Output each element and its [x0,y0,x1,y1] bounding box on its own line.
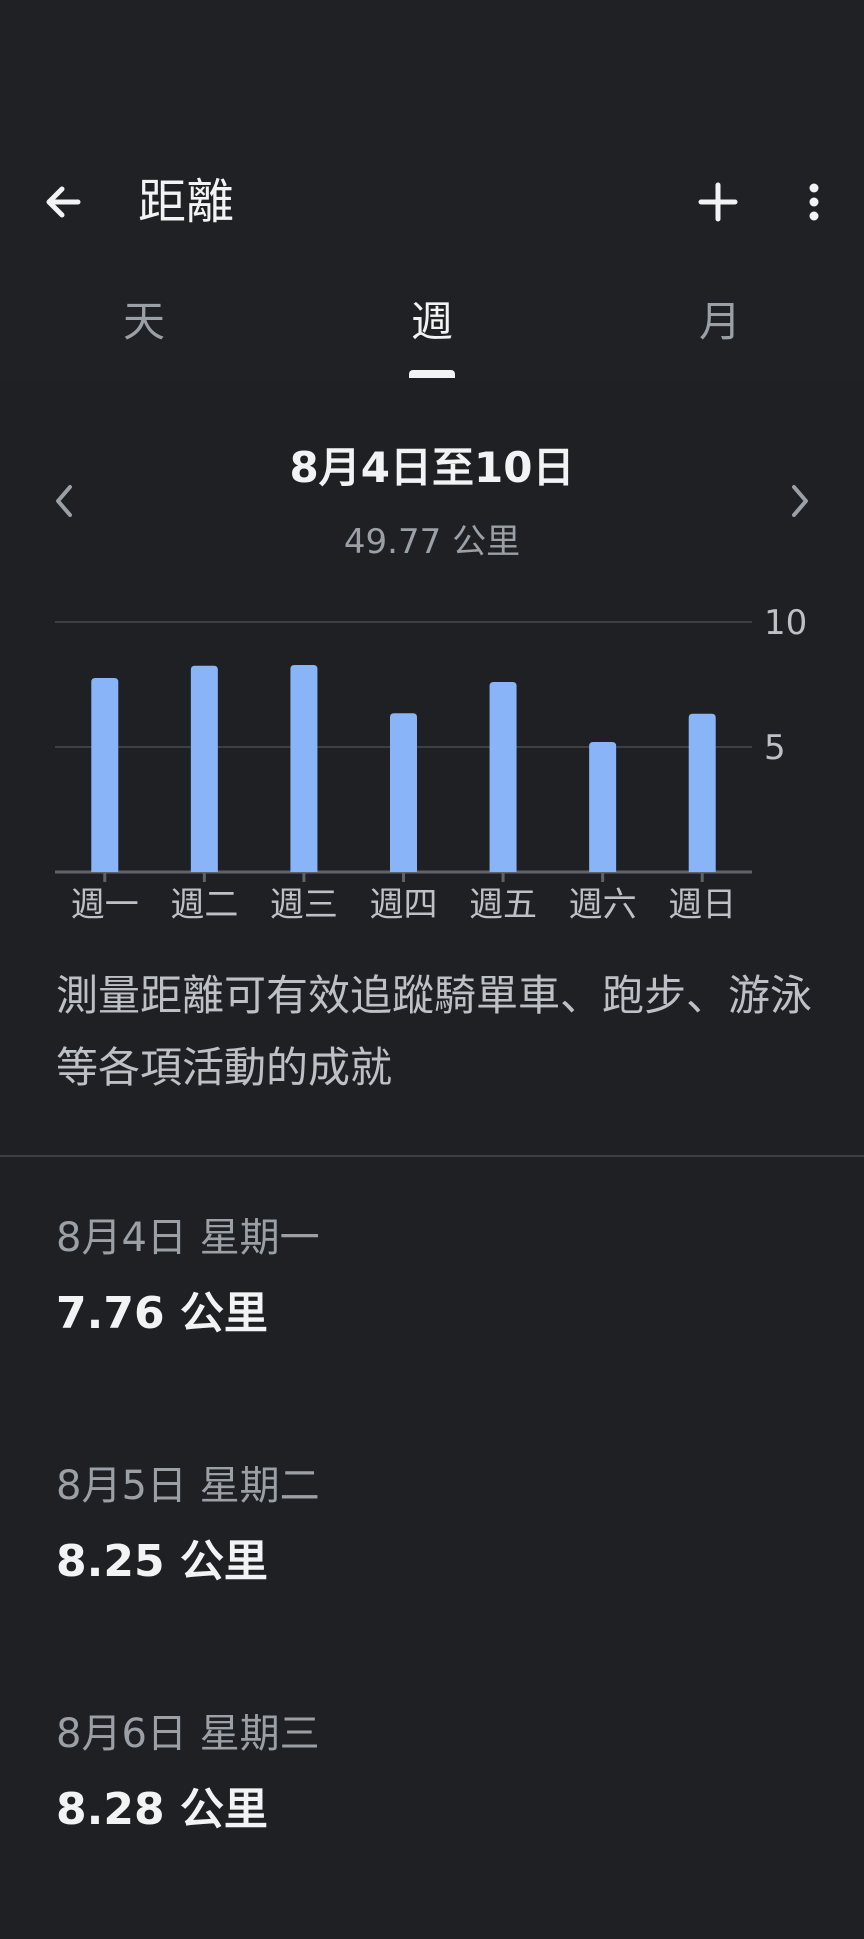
arrow-left-icon [46,186,81,218]
entry-distance: 8.28 公里 [56,1784,268,1830]
plus-icon [698,182,738,222]
chart-x-tick-label: 週一 [71,885,139,925]
daily-entries-list: 8月4日 星期一 7.76 公里 8月5日 星期二 8.25 公里 8月6日 星… [56,1190,816,1830]
more-vertical-icon [809,183,819,221]
app-bar: 距離 [0,150,864,260]
period-tabs: 天 週 月 [0,282,864,378]
next-week-button[interactable] [774,476,824,526]
page-title: 距離 [138,174,235,230]
chart-x-tick-label: 週六 [569,885,637,925]
chevron-left-icon [56,485,72,517]
chart-y-tick-label: 5 [764,728,786,768]
tab-day[interactable]: 天 [122,297,165,346]
more-options-button[interactable] [786,174,842,230]
entry-distance: 8.25 公里 [56,1536,268,1587]
chart-bar[interactable] [688,713,716,872]
chevron-right-icon [792,485,808,517]
back-button[interactable] [36,174,92,230]
chart-x-tick-label: 週日 [668,885,736,925]
chart-y-tick-label: 10 [764,603,807,643]
date-range-title: 8月4日至10日 [289,443,575,492]
entry-distance: 7.76 公里 [56,1288,268,1339]
add-button[interactable] [690,174,746,230]
tab-indicator [409,370,455,378]
chart-x-tick-label: 週五 [469,885,537,925]
entry-date: 8月6日 星期三 [56,1711,320,1757]
chart-x-tick-label: 週四 [370,885,438,925]
chart-x-tick-label: 週三 [270,885,338,925]
chart-bar[interactable] [489,682,517,872]
list-item[interactable]: 8月5日 星期二 8.25 公里 [56,1438,816,1686]
entry-date: 8月5日 星期二 [56,1463,320,1509]
entry-date: 8月4日 星期一 [56,1215,320,1261]
chart-bar[interactable] [290,665,318,872]
tab-week[interactable]: 週 [410,297,453,346]
chart-svg: 5 10 週一 週二 週三 週四 週五 週六 週日 [55,603,807,925]
chart-bar[interactable] [190,665,218,872]
list-item[interactable]: 8月6日 星期三 8.28 公里 [56,1686,816,1830]
chart-bar[interactable] [390,713,417,872]
chart-bar[interactable] [91,678,119,872]
divider [0,1155,864,1157]
previous-week-button[interactable] [40,476,90,526]
range-total-distance: 49.77 公里 [343,522,521,562]
list-item[interactable]: 8月4日 星期一 7.76 公里 [56,1190,816,1438]
tab-month[interactable]: 月 [698,297,741,346]
description-text: 測量距離可有效追蹤騎單車、跑步、游泳等各項活動的成就 [56,971,813,1092]
chart-bar[interactable] [589,742,617,872]
distance-bar-chart: 5 10 週一 週二 週三 週四 週五 週六 週日 [0,600,864,940]
chart-x-tick-label: 週二 [170,885,238,925]
